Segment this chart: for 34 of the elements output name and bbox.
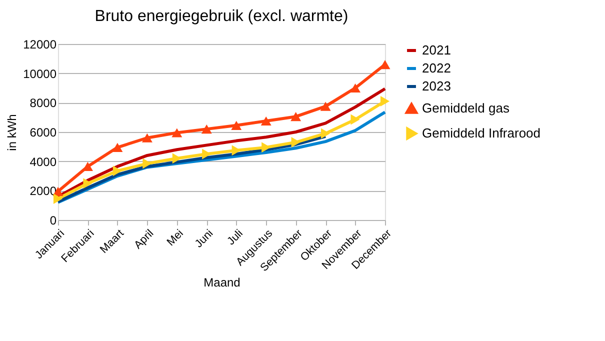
point [291,137,300,148]
y-tick-label: 4000 [30,154,57,169]
point [112,142,123,152]
point [172,128,182,138]
point [350,114,360,125]
point [320,102,331,111]
point [262,142,271,153]
x-tick-label: Mei [164,228,186,249]
point [231,120,242,130]
y-tick-label: 6000 [30,126,57,140]
point [142,133,152,142]
point [380,60,390,70]
point [201,124,212,134]
legend-label: 2022 [422,60,451,76]
legend-label: 2021 [422,42,451,58]
point [112,166,122,176]
y-tick-label: 12000 [23,38,57,52]
point [260,116,272,126]
point [321,128,330,139]
legend-label: Gemiddeld Infrarood [422,126,541,140]
point [172,153,182,164]
chart-title: Bruto energiegebruik (excl. warmte) [94,8,348,25]
y-tick-label: 0 [50,214,57,228]
point [380,96,390,106]
x-axis-title: Maand [204,275,240,290]
y-tick-label: 10000 [23,66,57,81]
y-tick-label: 8000 [30,96,57,110]
legend-label: Gemiddeld gas [422,100,510,116]
point [290,112,302,122]
y-tick-label: 2000 [30,184,57,198]
y-axis-title: in kWh [5,114,20,151]
legend-label: 2023 [422,78,451,94]
point [83,178,92,189]
point [350,83,361,93]
